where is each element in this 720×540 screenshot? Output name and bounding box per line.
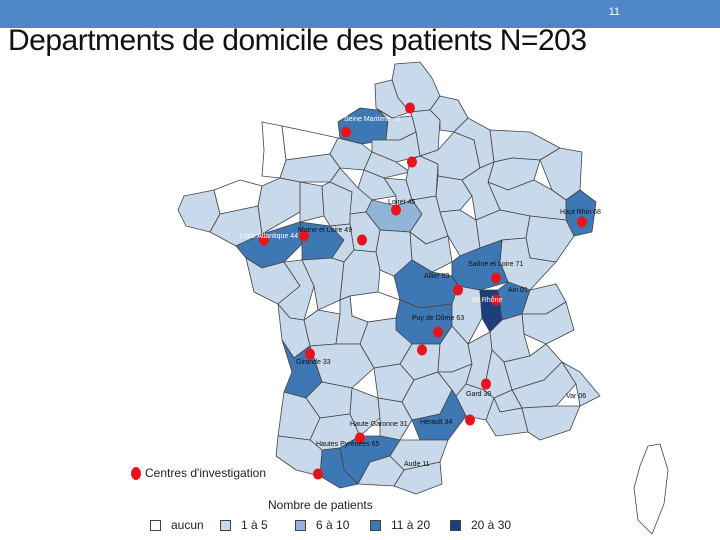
legend-label: 11 à 20 [391,518,431,532]
label-herault: Hérault 34 [420,419,452,426]
centre-marker-montpellier [465,414,475,426]
dept-var [521,405,581,441]
label-haut-rhin: Haut Rhin 68 [560,209,601,216]
centre-marker-rouen [341,126,351,138]
centre-marker-lyon [491,294,501,306]
legend-swatch [220,519,231,531]
legend-label: 6 à 10 [316,518,350,532]
legend-item: 1 à 5 [220,516,268,534]
legend-label: 1 à 5 [241,518,268,532]
centre-marker-tours [357,234,367,246]
dept-charente [303,309,341,347]
centre-marker-clermont [433,326,443,338]
centre-marker-nantes [259,234,269,246]
label-gard: Gard 30 [466,391,491,398]
slide-title: Departments de domicile des patients N=2… [8,24,587,57]
centre-marker-limoges [417,344,427,356]
centres-label: Centres d'investigation [145,466,267,480]
label-hautes-pyrenees: Hautes Pyrénées 65 [316,441,380,448]
legend-swatch [370,519,381,531]
dept-pyrenees-orientales [393,461,443,495]
centre-marker-moulins [453,284,463,296]
label-gironde: Gironde 33 [296,359,331,366]
legend-swatch [450,519,461,531]
centre-marker-bordeaux [305,348,315,360]
label-ain: Ain 01 [508,287,528,294]
label-maine-et-loire: Maine et Loire 49 [298,227,352,234]
legend-item: 20 à 30 [450,516,511,534]
centre-marker-tarbes [313,468,323,480]
dept-haute-marne [461,161,501,221]
label-aude: Aude 11 [404,461,430,468]
legend: aucun 1 à 5 6 à 10 11 à 20 20 à 30 [150,516,550,534]
centre-marker-nimes [481,378,491,390]
legend-item: aucun [150,516,204,534]
label-seine-maritime: Seine Maritime 76 [344,116,401,123]
centre-marker-orleans [391,204,401,216]
label-puy-de-dome: Puy de Dôme 63 [412,315,464,322]
centre-marker-angers [299,230,309,242]
label-var: Var 06 [566,393,586,400]
legend-label: 20 à 30 [471,518,512,532]
legend-swatch [150,519,161,531]
centre-marker-chalon [491,272,501,284]
dept-alpes-maritimes [561,361,601,407]
legend-centres: Centres d'investigation [131,466,266,480]
label-rhone: 69 Rhône [472,297,502,304]
centre-marker-lille [405,102,415,114]
label-haute-garonne: Haute Garonne 31 [350,421,408,428]
legend-label: aucun [171,518,204,532]
dept-yvelines [357,169,397,201]
top-bar: 11 [0,0,720,28]
label-allier: Allier 03 [424,273,449,280]
dept-creuse [349,291,401,323]
dept-doubs [525,215,575,263]
label-loiret: Loiret 45 [388,199,415,206]
legend-swatch [295,519,306,531]
label-saone-et-loire: Saône et Loire 71 [468,261,523,268]
dept-val-doise [363,151,411,179]
dept-ardennes [429,95,469,133]
centre-marker-mulhouse [577,216,587,228]
slide-number: 11 [608,6,620,18]
dept-mayenne [299,181,325,223]
legend-item: 6 à 10 [295,516,349,534]
centre-marker-toulouse [355,432,365,444]
legend-title: Nombre de patients [268,498,373,512]
dept-seine-maritime [337,107,389,145]
label-loire-atlantique: Loire Atlantique 44 [240,233,298,240]
centre-marker-amiens [407,156,417,168]
dept-corse [633,443,669,535]
legend-item: 11 à 20 [370,516,430,534]
centre-marker-icon [131,466,141,480]
